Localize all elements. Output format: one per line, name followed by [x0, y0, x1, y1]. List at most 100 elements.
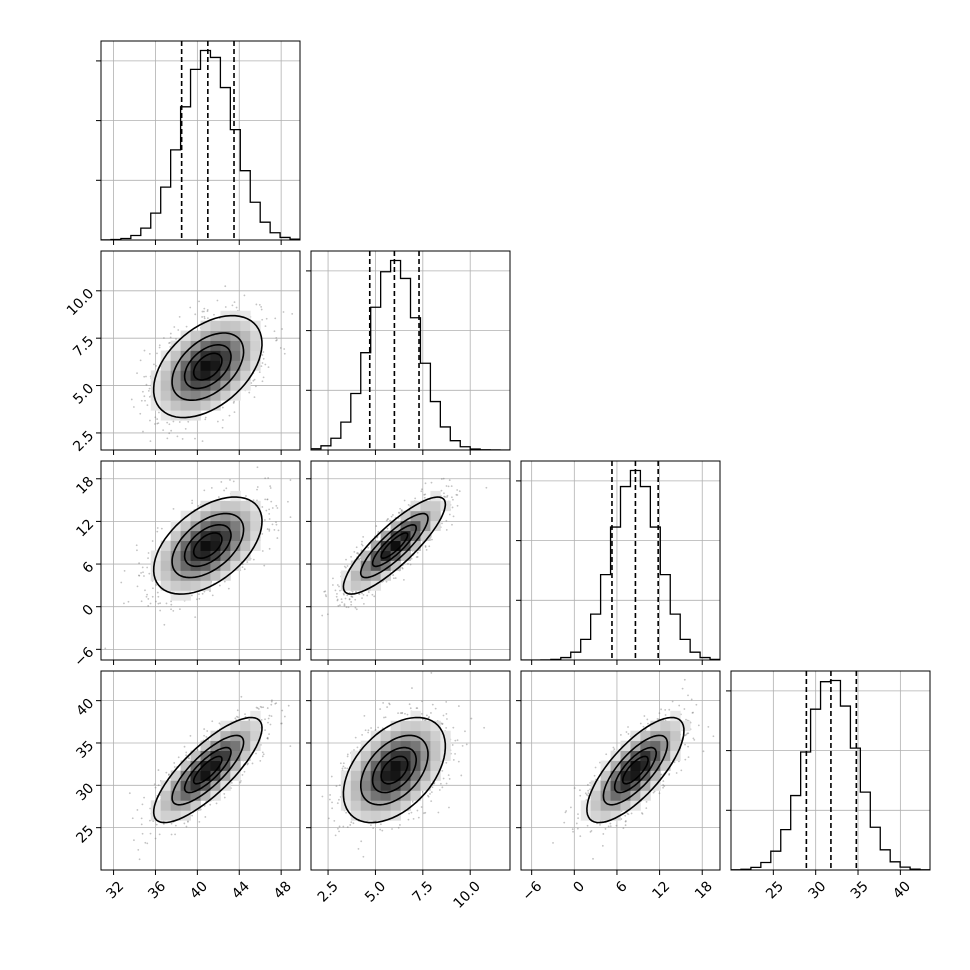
scatter-point — [149, 819, 151, 822]
scatter-point — [141, 803, 144, 806]
scatter-point — [390, 515, 393, 518]
y-tick-label: 18 — [73, 474, 97, 498]
density-cell — [160, 360, 172, 371]
density-cell — [230, 560, 241, 571]
scatter-point — [552, 842, 554, 844]
density-cell — [360, 770, 372, 781]
scatter-point — [194, 437, 196, 440]
scatter-point — [261, 362, 264, 364]
scatter-point — [589, 830, 592, 833]
scatter-point — [156, 422, 159, 425]
density-cell — [240, 740, 251, 751]
scatter-point — [147, 552, 150, 554]
density-cell — [620, 800, 631, 811]
scatter-point — [668, 774, 671, 776]
scatter-point — [261, 318, 264, 321]
scatter-point — [213, 313, 215, 316]
scatter-point — [263, 564, 266, 567]
panel-frame — [310, 670, 511, 871]
scatter-point — [233, 411, 236, 413]
scatter-point — [167, 774, 170, 776]
scatter-point — [154, 423, 156, 425]
scatter-point — [201, 440, 204, 443]
scatter-point — [266, 737, 269, 740]
scatter-point — [233, 400, 235, 403]
scatter-point — [624, 820, 627, 823]
scatter-point — [627, 813, 630, 816]
scatter-point — [225, 487, 228, 490]
density-cell — [220, 350, 231, 361]
density-cell — [660, 750, 671, 761]
contour-line — [152, 314, 263, 419]
scatter-point — [140, 572, 142, 574]
scatter-point — [388, 702, 391, 705]
scatter-point — [643, 715, 646, 717]
density-cell — [430, 770, 441, 781]
scatter-point — [587, 794, 590, 797]
scatter-point — [448, 806, 450, 809]
histogram-step-line — [521, 469, 720, 660]
density-cell — [660, 740, 671, 751]
scatter-point — [157, 602, 160, 605]
scatter-point — [363, 714, 366, 717]
scatter-point — [221, 426, 224, 429]
density-cell — [210, 760, 221, 771]
scatter-point — [442, 777, 445, 780]
density-cell — [230, 760, 241, 771]
density-cell — [230, 320, 241, 331]
scatter-point — [135, 544, 138, 547]
scatter-point — [444, 496, 447, 498]
density-cell — [370, 810, 382, 821]
scatter-point — [185, 325, 188, 328]
density-cell — [360, 560, 372, 571]
scatter-point — [154, 786, 157, 789]
scatter-point — [441, 522, 443, 525]
scatter-point — [266, 736, 269, 739]
scatter-point — [268, 508, 271, 511]
scatter-point — [680, 769, 683, 772]
scatter-point — [321, 614, 324, 617]
scatter-point — [447, 485, 450, 488]
scatter-point — [678, 704, 681, 707]
scatter-point — [179, 608, 181, 610]
scatter-point — [144, 399, 146, 402]
density-cell — [200, 740, 211, 751]
scatter-point — [451, 744, 454, 746]
density-cell — [420, 770, 431, 781]
scatter-point — [624, 814, 627, 817]
scatter-point — [194, 616, 197, 619]
scatter-point — [579, 835, 582, 838]
scatter-point — [345, 811, 348, 814]
density-cell — [390, 780, 401, 791]
scatter-point — [408, 812, 410, 815]
density-cell — [420, 750, 431, 761]
scatter-point — [174, 833, 176, 836]
density-cell — [230, 340, 241, 351]
density-cell — [160, 790, 172, 801]
scatter-point — [170, 603, 173, 606]
density-cell — [200, 340, 211, 351]
scatter-point — [353, 550, 356, 553]
scatter-point — [690, 698, 693, 701]
density-cell — [600, 770, 611, 781]
contour-line — [360, 734, 429, 806]
density-cell — [370, 750, 382, 761]
scatter-point — [172, 420, 175, 423]
scatter-point — [104, 647, 107, 650]
scatter-point — [430, 791, 433, 794]
density-cell — [190, 580, 201, 591]
density-cell — [650, 770, 661, 781]
density-cell — [360, 780, 372, 791]
density-cell — [360, 740, 372, 751]
scatter-point — [381, 829, 384, 832]
scatter-point — [138, 574, 141, 577]
density-cell — [390, 740, 401, 751]
scatter-point — [434, 707, 437, 710]
scatter-point — [407, 818, 410, 821]
scatter-point — [607, 825, 610, 828]
density-cell — [250, 530, 261, 541]
scatter-point — [350, 595, 353, 598]
histogram-panel-3 — [726, 670, 931, 875]
scatter-point — [280, 722, 283, 725]
density-layer — [128, 695, 292, 861]
